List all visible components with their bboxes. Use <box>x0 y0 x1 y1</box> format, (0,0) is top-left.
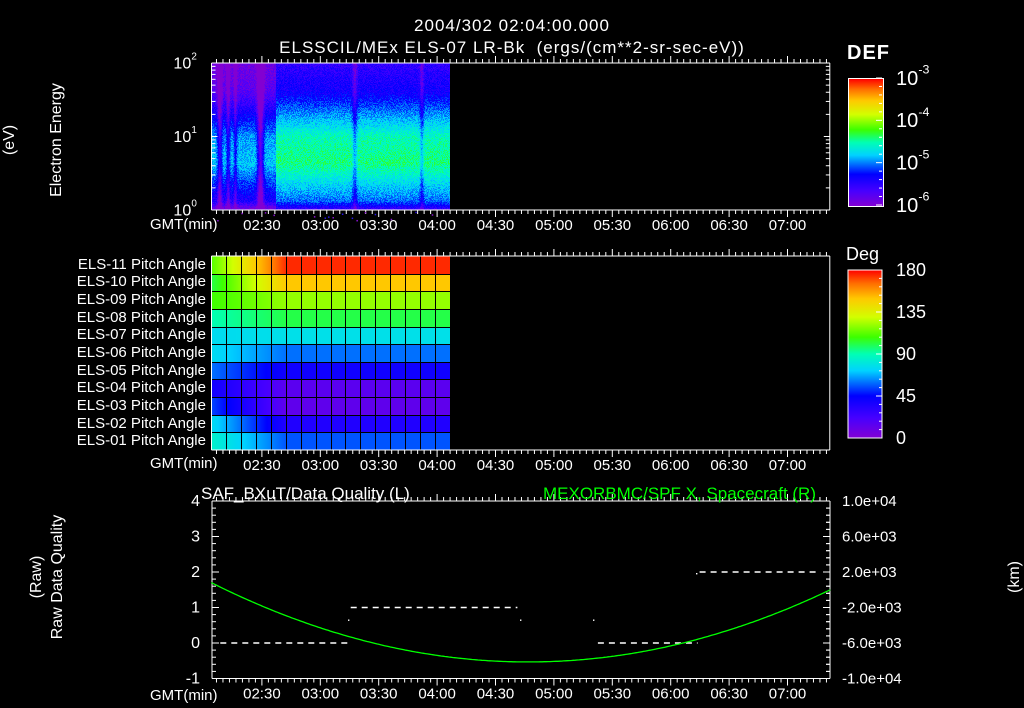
svg-text:10: 10 <box>896 152 918 174</box>
svg-text:135: 135 <box>896 302 926 322</box>
svg-text:2.0e+03: 2.0e+03 <box>842 564 897 581</box>
svg-text:6.0e+03: 6.0e+03 <box>842 529 897 546</box>
svg-text:05:00: 05:00 <box>535 217 573 234</box>
svg-text:03:00: 03:00 <box>302 686 340 703</box>
svg-text:-1: -1 <box>186 671 200 688</box>
svg-text:05:30: 05:30 <box>594 686 632 703</box>
svg-text:04:00: 04:00 <box>418 686 456 703</box>
svg-text:06:30: 06:30 <box>710 217 748 234</box>
svg-text:-4: -4 <box>918 105 929 119</box>
svg-text:07:00: 07:00 <box>769 217 807 234</box>
svg-text:-5: -5 <box>918 147 929 161</box>
svg-text:3: 3 <box>191 529 200 546</box>
svg-text:03:30: 03:30 <box>360 217 398 234</box>
svg-text:05:30: 05:30 <box>594 457 632 474</box>
svg-text:10: 10 <box>173 129 191 146</box>
svg-text:10: 10 <box>896 68 918 90</box>
svg-text:-2.0e+03: -2.0e+03 <box>842 600 902 617</box>
svg-text:10: 10 <box>896 110 918 132</box>
svg-text:04:30: 04:30 <box>477 457 515 474</box>
svg-text:0: 0 <box>191 198 197 209</box>
svg-text:2: 2 <box>191 564 200 581</box>
svg-text:02:30: 02:30 <box>243 686 281 703</box>
svg-text:05:00: 05:00 <box>535 686 573 703</box>
svg-text:-1.0e+04: -1.0e+04 <box>842 671 902 688</box>
svg-text:03:30: 03:30 <box>360 686 398 703</box>
svg-text:04:30: 04:30 <box>477 217 515 234</box>
svg-text:1: 1 <box>191 600 200 617</box>
svg-text:06:30: 06:30 <box>710 686 748 703</box>
svg-text:GMT(min): GMT(min) <box>150 455 218 472</box>
svg-text:07:00: 07:00 <box>769 457 807 474</box>
svg-text:Deg: Deg <box>846 244 879 264</box>
svg-text:4: 4 <box>191 493 200 510</box>
svg-text:03:00: 03:00 <box>302 457 340 474</box>
svg-text:04:30: 04:30 <box>477 686 515 703</box>
svg-text:90: 90 <box>896 344 916 364</box>
svg-text:07:00: 07:00 <box>769 686 807 703</box>
svg-text:180: 180 <box>896 260 926 280</box>
svg-text:10: 10 <box>896 195 918 217</box>
svg-text:06:00: 06:00 <box>652 686 690 703</box>
svg-text:-6: -6 <box>918 190 929 204</box>
svg-text:06:30: 06:30 <box>710 457 748 474</box>
svg-text:1: 1 <box>191 125 197 136</box>
svg-text:02:30: 02:30 <box>243 457 281 474</box>
svg-text:04:00: 04:00 <box>418 217 456 234</box>
svg-text:0: 0 <box>191 635 200 652</box>
svg-text:0: 0 <box>896 428 906 448</box>
svg-text:45: 45 <box>896 386 916 406</box>
svg-text:02:30: 02:30 <box>243 217 281 234</box>
svg-text:05:30: 05:30 <box>594 217 632 234</box>
svg-text:06:00: 06:00 <box>652 457 690 474</box>
svg-text:05:00: 05:00 <box>535 457 573 474</box>
svg-text:03:30: 03:30 <box>360 457 398 474</box>
svg-text:1.0e+04: 1.0e+04 <box>842 493 897 510</box>
svg-text:04:00: 04:00 <box>418 457 456 474</box>
svg-text:03:00: 03:00 <box>302 217 340 234</box>
svg-text:06:00: 06:00 <box>652 217 690 234</box>
svg-text:-3: -3 <box>918 63 929 77</box>
svg-text:-6.0e+03: -6.0e+03 <box>842 635 902 652</box>
